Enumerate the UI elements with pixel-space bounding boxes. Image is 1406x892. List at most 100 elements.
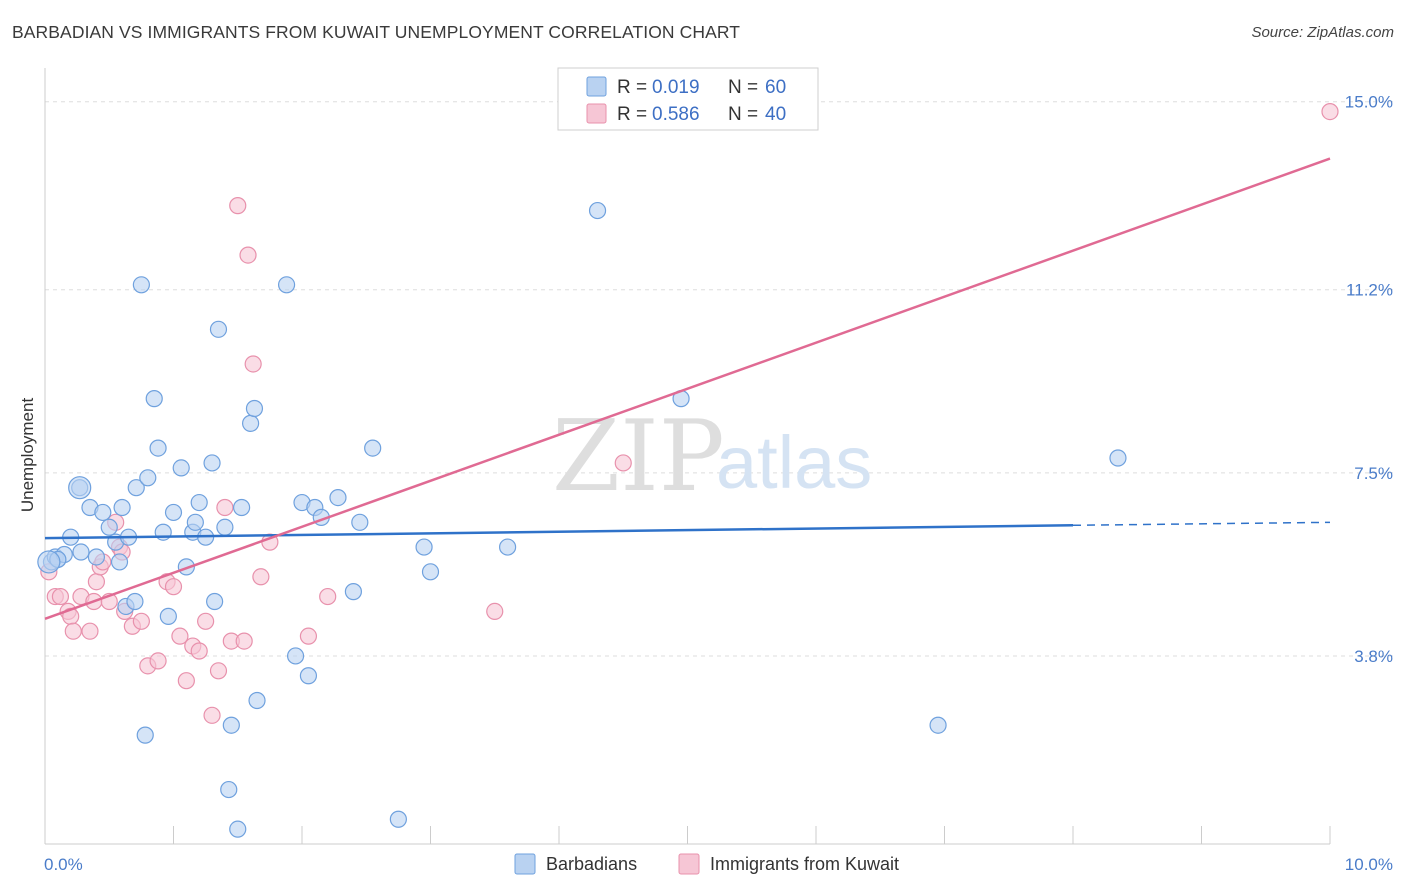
- point-barbadians: [203, 454, 221, 472]
- point-barbadians: [389, 810, 407, 828]
- point-kuwait: [190, 642, 208, 660]
- point-kuwait: [216, 498, 234, 517]
- point-barbadians: [415, 538, 433, 556]
- point-barbadians: [186, 513, 204, 531]
- chart-source: Source: ZipAtlas.com: [1251, 24, 1394, 41]
- legend-r-value-kuwait: 0.586: [652, 104, 700, 125]
- point-barbadians: [87, 548, 106, 566]
- point-kuwait: [252, 568, 270, 586]
- legend-swatch-barbadians: [586, 76, 607, 97]
- point-barbadians: [245, 399, 264, 418]
- point-barbadians: [136, 726, 154, 744]
- bottom-legend-label-barbadians: Barbadians: [546, 854, 637, 874]
- point-barbadians: [72, 543, 90, 561]
- point-kuwait: [235, 632, 253, 650]
- legend-bottom: Barbadians Immigrants from Kuwait: [514, 853, 899, 875]
- point-barbadians: [145, 390, 163, 408]
- bottom-legend-swatch-barbadians: [514, 853, 536, 875]
- watermark-atlas: atlas: [716, 421, 872, 504]
- watermark-zip: ZIP: [552, 400, 725, 514]
- point-kuwait: [299, 627, 318, 645]
- y-tick-label: 7.5%: [1354, 464, 1393, 483]
- point-kuwait: [1321, 102, 1339, 121]
- point-kuwait: [177, 672, 195, 690]
- point-kuwait: [229, 197, 247, 215]
- legend-top: R = 0.019 N = 60 R = 0.586 N = 40: [557, 67, 819, 131]
- point-barbadians: [588, 201, 607, 220]
- point-kuwait: [319, 587, 337, 606]
- x-tick-label: 10.0%: [1345, 855, 1393, 874]
- y-axis-label: Unemployment: [18, 398, 37, 513]
- point-barbadians: [190, 493, 208, 512]
- point-barbadians: [220, 780, 238, 799]
- point-barbadians: [164, 503, 183, 522]
- point-barbadians: [132, 276, 150, 294]
- point-barbadians: [344, 583, 362, 601]
- legend-n-value-kuwait: 40: [765, 104, 786, 125]
- point-barbadians: [286, 647, 305, 665]
- data-points: [37, 102, 1339, 838]
- point-barbadians: [499, 538, 517, 556]
- point-barbadians: [351, 513, 369, 531]
- watermark: ZIP atlas: [552, 400, 872, 514]
- point-barbadians: [242, 414, 260, 432]
- point-barbadians-large: [68, 476, 92, 500]
- y-tick-label: 11.2%: [1346, 281, 1393, 300]
- y-tick-labels: 3.8% 7.5% 11.2% 15.0%: [1345, 93, 1393, 666]
- point-kuwait: [87, 573, 106, 591]
- point-kuwait: [244, 355, 262, 373]
- point-kuwait: [81, 622, 99, 640]
- point-barbadians: [100, 518, 118, 536]
- point-kuwait: [164, 578, 183, 596]
- point-barbadians: [172, 459, 190, 477]
- trend-lines: [44, 157, 1331, 621]
- point-barbadians: [149, 439, 167, 457]
- point-barbadians: [233, 498, 251, 517]
- point-kuwait: [64, 622, 82, 640]
- point-kuwait: [486, 602, 504, 621]
- x-tick-label: 0.0%: [44, 855, 83, 874]
- point-kuwait: [209, 662, 228, 680]
- point-barbadians: [248, 691, 266, 710]
- point-barbadians: [299, 667, 318, 685]
- bottom-legend-label-kuwait: Immigrants from Kuwait: [710, 854, 899, 874]
- y-tick-label: 15.0%: [1345, 93, 1393, 112]
- chart-title: BARBADIAN VS IMMIGRANTS FROM KUWAIT UNEM…: [12, 22, 741, 42]
- trend-line-kuwait: [44, 157, 1331, 621]
- point-barbadians: [209, 320, 228, 338]
- point-kuwait: [197, 612, 215, 630]
- point-barbadians: [222, 716, 240, 734]
- point-kuwait: [149, 652, 167, 670]
- point-barbadians: [127, 479, 145, 497]
- point-barbadians: [421, 563, 440, 581]
- legend-n-label-barbadians: N =: [728, 77, 758, 98]
- point-kuwait: [132, 612, 150, 630]
- point-barbadians: [229, 820, 247, 838]
- legend-r-label-kuwait: R =: [617, 104, 647, 125]
- point-barbadians: [94, 503, 112, 522]
- point-barbadians: [364, 439, 382, 457]
- legend-r-label-barbadians: R =: [617, 77, 647, 98]
- legend-n-label-kuwait: N =: [728, 104, 758, 125]
- legend-swatch-kuwait: [586, 103, 607, 124]
- point-barbadians: [329, 488, 347, 507]
- trend-line-barbadians-extension: [1072, 521, 1331, 527]
- point-barbadians: [110, 553, 129, 571]
- legend-r-value-barbadians: 0.019: [652, 77, 700, 98]
- point-barbadians: [139, 469, 157, 487]
- trend-line-barbadians: [44, 524, 1074, 540]
- point-barbadians: [929, 716, 947, 734]
- point-kuwait: [171, 627, 189, 645]
- bottom-legend-swatch-kuwait: [678, 853, 700, 875]
- point-barbadians: [216, 518, 234, 536]
- x-tick-labels: 0.0% 10.0%: [44, 855, 1393, 874]
- point-barbadians: [126, 592, 144, 611]
- axes: [44, 68, 1331, 845]
- y-tick-label: 3.8%: [1354, 647, 1393, 666]
- legend-n-value-barbadians: 60: [765, 77, 786, 98]
- point-barbadians: [1109, 449, 1127, 467]
- point-barbadians: [206, 592, 224, 611]
- point-kuwait: [203, 706, 221, 724]
- point-barbadians: [277, 276, 296, 294]
